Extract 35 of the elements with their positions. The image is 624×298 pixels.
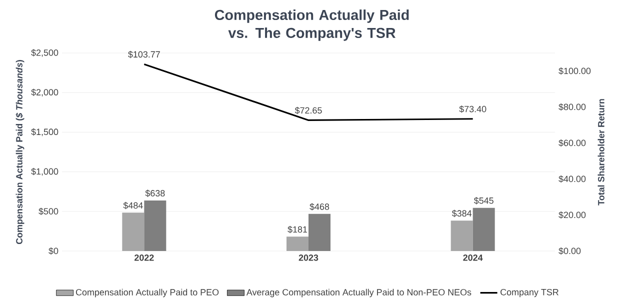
y-tick-label: $500 <box>38 208 58 216</box>
y2-tick-label: $0.00 <box>558 247 581 255</box>
data-label: $468 <box>310 203 330 210</box>
bar <box>450 220 473 251</box>
bar <box>472 208 495 251</box>
legend-label: Compensation Actually Paid to PEO <box>76 288 219 298</box>
chart-title: Compensation Actually Paid vs. The Company's TSR <box>214 10 409 41</box>
x-tick-label: 2024 <box>463 254 483 261</box>
data-label: $103.77 <box>128 50 160 58</box>
y-tick-label: $1,000 <box>31 168 58 176</box>
data-label: $384 <box>452 210 472 218</box>
bar <box>122 212 144 251</box>
x-tick-label: 2022 <box>134 254 154 261</box>
data-label: $484 <box>123 202 143 210</box>
data-label: $638 <box>145 190 165 197</box>
x-tick-label: 2023 <box>298 254 318 261</box>
bar <box>286 236 309 251</box>
y-tick-label: $1,500 <box>31 128 58 136</box>
data-label: $72.65 <box>294 106 322 114</box>
y-tick-label: $2,500 <box>31 49 58 57</box>
data-label: $545 <box>474 197 494 204</box>
data-label: $181 <box>288 226 308 234</box>
y2-tick-label: $100.00 <box>558 67 591 75</box>
y2-tick-label: $20.00 <box>558 211 586 219</box>
y-tick-label: $0 <box>48 247 58 255</box>
bar <box>308 214 331 251</box>
y2-tick-label: $40.00 <box>558 175 586 183</box>
y2-tick-label: $80.00 <box>558 103 586 111</box>
y-tick-label: $2,000 <box>31 88 58 96</box>
legend-label: Company TSR <box>500 288 558 298</box>
legend-label: Average Compensation Actually Paid to Non-PEO NEOs <box>246 288 472 298</box>
y2-tick-label: $60.00 <box>558 139 586 147</box>
y2-axis-title: Total Shareholder Return <box>598 99 604 206</box>
data-label: $73.40 <box>459 106 486 113</box>
bar <box>144 200 166 251</box>
